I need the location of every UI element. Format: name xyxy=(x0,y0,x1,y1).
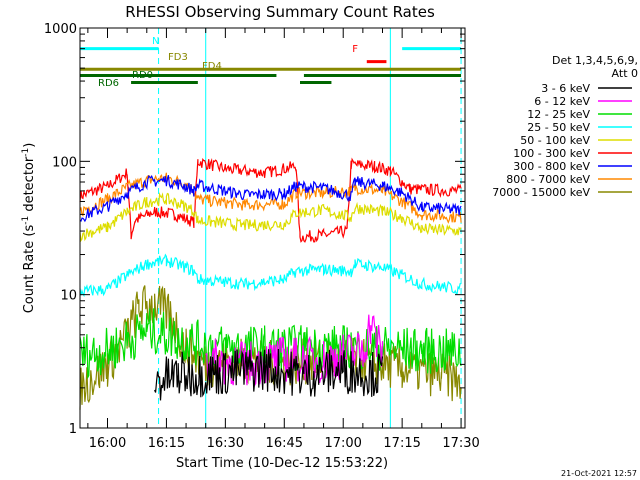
x-tick-label-1: 16:15 xyxy=(148,436,185,451)
y-tick-label-10: 10 xyxy=(60,289,77,304)
legend-label-8: 7000 - 15000 keV xyxy=(492,186,590,199)
axes: 1 10 100 1000 16:00 16:15 16:30 16:45 17:00 17:15… xyxy=(44,22,480,451)
state-label-f: F xyxy=(352,44,358,55)
x-tick-label-2: 16:30 xyxy=(207,436,244,451)
series-line-8 xyxy=(154,348,384,401)
legend-header-line-1: Det 1,3,4,5,6,9, xyxy=(552,54,638,67)
plot-area: N F FD3 FD4 RD0 RD6 xyxy=(79,28,462,428)
state-label-rd0: RD0 xyxy=(132,70,153,81)
series-line-2 xyxy=(79,174,462,223)
y-tick-label-1000: 1000 xyxy=(44,22,77,37)
chart-title: RHESSI Observing Summary Count Rates xyxy=(125,3,435,21)
legend-label-7: 800 - 7000 keV xyxy=(506,173,590,186)
state-label-n: N xyxy=(152,36,159,47)
x-tick-label-3: 16:45 xyxy=(266,436,303,451)
x-tick-label-6: 17:30 xyxy=(442,436,479,451)
legend-label-5: 100 - 300 keV xyxy=(513,147,590,160)
state-label-fd4: FD4 xyxy=(202,61,222,72)
series-line-4 xyxy=(79,253,462,298)
state-label-rd6: RD6 xyxy=(98,78,119,89)
x-axis-label: Start Time (10-Dec-12 15:53:22) xyxy=(176,456,388,471)
footer-date: 21-Oct-2021 12:57 xyxy=(561,469,637,478)
legend-label-6: 300 - 800 keV xyxy=(513,160,590,173)
state-label-fd3: FD3 xyxy=(168,52,188,63)
x-tick-label-4: 17:00 xyxy=(324,436,361,451)
legend-label-4: 50 - 100 keV xyxy=(520,134,590,147)
legend-label-3: 25 - 50 keV xyxy=(527,121,590,134)
legend-label-0: 3 - 6 keV xyxy=(541,82,590,95)
series-line-1 xyxy=(79,172,462,224)
series-line-0 xyxy=(79,157,462,243)
y-axis-label: Count Rate (s-1 detector-1) xyxy=(21,143,37,314)
y-tick-label-1: 1 xyxy=(69,422,77,437)
legend-label-1: 6 - 12 keV xyxy=(534,95,590,108)
x-tick-label-5: 17:15 xyxy=(383,436,420,451)
legend-label-2: 12 - 25 keV xyxy=(527,108,590,121)
series-line-3 xyxy=(79,192,462,243)
x-tick-label-0: 16:00 xyxy=(89,436,126,451)
legend-header-line-2: Att 0 xyxy=(612,67,638,80)
plot-frame xyxy=(79,27,466,429)
y-tick-label-100: 100 xyxy=(52,155,77,170)
